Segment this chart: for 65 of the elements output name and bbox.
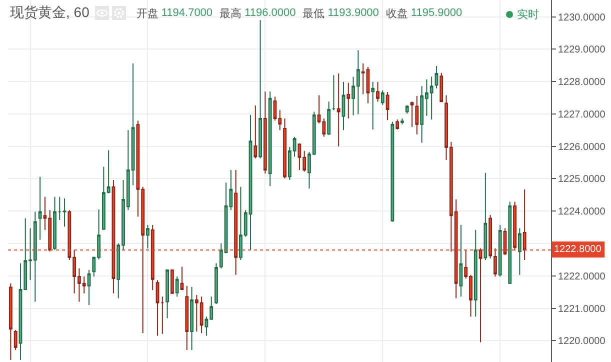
y-tick-label: 1222.0000 xyxy=(558,271,606,282)
candlestick xyxy=(8,282,12,361)
annotation: 收盘 xyxy=(386,6,408,20)
candlestick xyxy=(283,118,286,179)
candlestick xyxy=(332,74,336,111)
candlestick xyxy=(185,285,189,351)
y-tick-label: 1229.0000 xyxy=(558,44,606,56)
y-tick-label: 1224.0000 xyxy=(558,206,606,218)
annotation: 1194.7000 xyxy=(161,7,213,19)
candlestick xyxy=(396,118,400,130)
candlestick xyxy=(87,270,91,306)
candlestick xyxy=(53,196,56,250)
candlestick xyxy=(484,172,488,261)
candlestick xyxy=(336,73,340,147)
candlestick xyxy=(254,105,258,159)
candlestick xyxy=(459,224,463,298)
candlestick xyxy=(190,286,194,351)
annotation: 最高 xyxy=(220,6,242,20)
candlestick xyxy=(342,81,346,131)
candlestick xyxy=(434,66,438,89)
candlestick xyxy=(390,121,394,222)
candlestick xyxy=(58,196,62,221)
y-tick-label: 1227.0000 xyxy=(558,109,606,120)
y-tick-label: 1228.0000 xyxy=(558,77,606,88)
candlestick xyxy=(386,91,390,121)
ref-line-label: 1222.8000 xyxy=(554,244,602,255)
annotation: 最低 xyxy=(302,6,325,20)
y-tick-label: 1225.0000 xyxy=(558,174,606,186)
candlestick xyxy=(440,72,444,102)
candlestick xyxy=(258,20,262,159)
annotation: 开盘 xyxy=(136,6,158,20)
y-tick-label: 1221.0000 xyxy=(558,304,606,315)
candlestick xyxy=(410,101,414,128)
candlestick xyxy=(415,95,419,135)
candlestick xyxy=(175,276,179,298)
candlestick xyxy=(62,198,66,228)
candlestick xyxy=(498,224,502,278)
candlestick xyxy=(400,118,404,125)
candlestick xyxy=(508,201,512,284)
candlestick xyxy=(405,104,409,114)
chart-title: 现货黄金, 60 xyxy=(10,4,90,22)
y-tick-label: 1226.0000 xyxy=(558,142,606,153)
candlestick xyxy=(160,296,164,334)
candlestick xyxy=(156,280,160,336)
candlestick xyxy=(38,176,42,240)
candlestick xyxy=(263,91,267,174)
candlestick xyxy=(474,229,478,318)
candlestick xyxy=(327,101,331,136)
candlestick xyxy=(180,266,184,291)
candlestick xyxy=(371,81,375,130)
candlestick xyxy=(268,91,272,187)
candlestick xyxy=(146,224,150,249)
y-tick-label: 1230.0000 xyxy=(558,12,606,24)
candlestick xyxy=(14,329,18,351)
candlestick xyxy=(166,268,169,319)
annotation: 1193.9000 xyxy=(328,7,379,19)
y-tick-label: 1220.0000 xyxy=(558,336,606,348)
annotation: 实时 xyxy=(517,8,539,22)
annotation: 1195.9000 xyxy=(410,7,462,19)
candlestick xyxy=(346,82,350,120)
candlestick xyxy=(376,81,380,102)
candlestick xyxy=(170,268,174,294)
candlestick xyxy=(380,90,384,106)
annotation: 1196.0000 xyxy=(244,7,296,19)
candlestick xyxy=(518,228,522,276)
